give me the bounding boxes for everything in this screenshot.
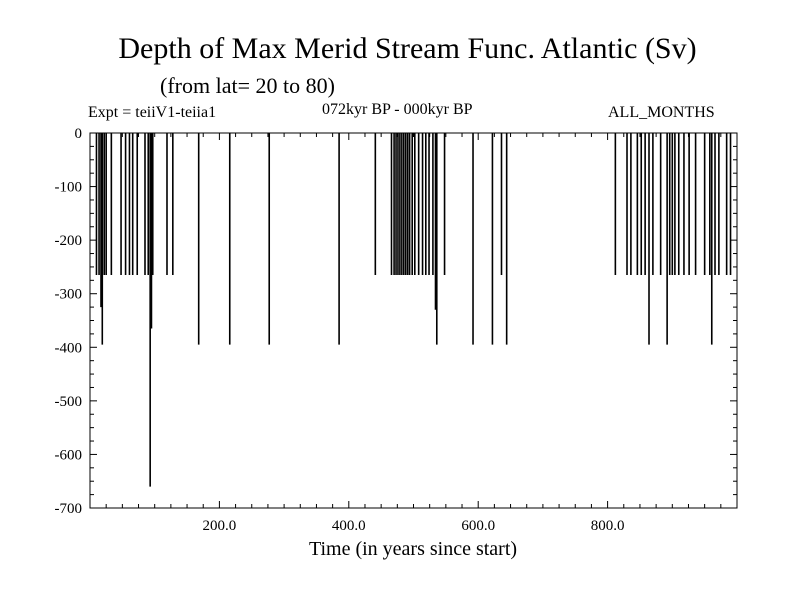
axes: 200.0 400.0 600.0 800.0 0 -100 -200 -300 -400 -50… bbox=[55, 126, 738, 534]
experiment-label: Expt = teiiV1-teiia1 bbox=[88, 104, 217, 121]
y-tick-label: -700 bbox=[55, 501, 83, 517]
x-tick-label: 200.0 bbox=[203, 518, 237, 534]
chart-title: Depth of Max Merid Stream Func. Atlantic… bbox=[118, 32, 697, 65]
x-axis-label: Time (in years since start) bbox=[309, 538, 517, 560]
y-tick-label: -300 bbox=[55, 287, 83, 303]
y-tick-label: -600 bbox=[55, 447, 83, 463]
y-tick-label: -100 bbox=[55, 180, 83, 196]
data-marks bbox=[95, 133, 732, 487]
x-tick-label: 600.0 bbox=[461, 518, 495, 534]
y-tick-label: -400 bbox=[55, 340, 83, 356]
x-tick-label: 400.0 bbox=[332, 518, 366, 534]
y-tick-label: 0 bbox=[75, 126, 83, 142]
chart-subtitle: (from lat= 20 to 80) bbox=[160, 73, 335, 98]
plot-frame bbox=[89, 132, 738, 509]
months-label: ALL_MONTHS bbox=[608, 104, 715, 121]
y-tick-label: -500 bbox=[55, 394, 83, 410]
y-tick-label: -200 bbox=[55, 233, 83, 249]
x-tick-label: 800.0 bbox=[591, 518, 625, 534]
period-label: 072kyr BP - 000kyr BP bbox=[322, 101, 473, 118]
